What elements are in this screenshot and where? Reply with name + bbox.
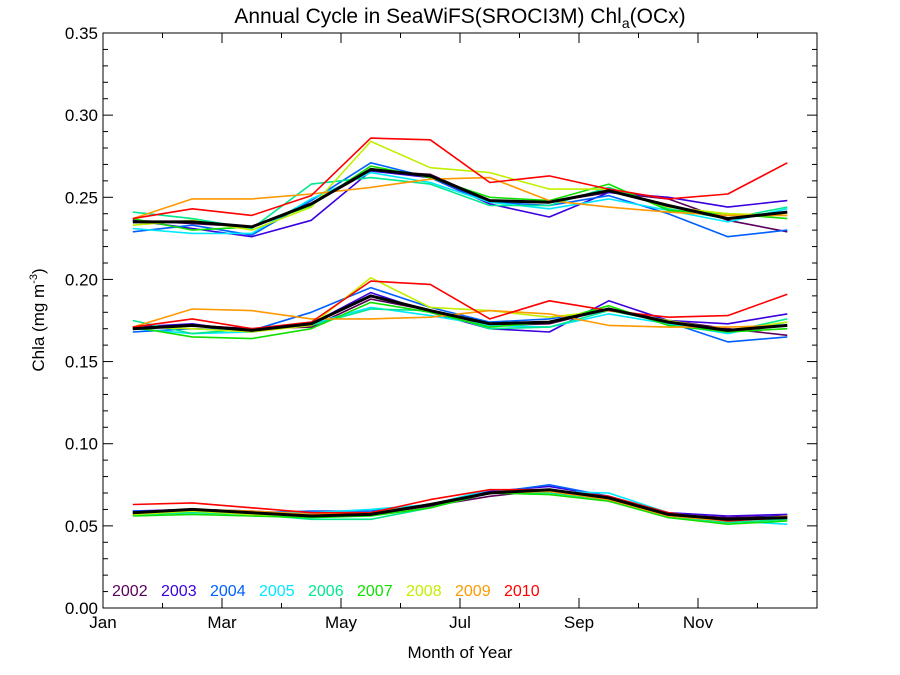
series-line-2009-upper: [132, 176, 788, 220]
series-line-2004-middle: [132, 286, 788, 343]
series-line-2006-upper: [132, 176, 788, 230]
legend: 2002 2003 2004 2005 2006 2007 2008 2009 2010: [112, 583, 540, 600]
legend-entry-2004: 2004: [210, 583, 246, 600]
legend-entry-2009: 2009: [455, 583, 491, 600]
y-tick-label: 0.30: [65, 106, 98, 125]
chart-title-end: (OCx): [630, 5, 686, 28]
series-line-mean-upper: [132, 167, 788, 229]
x-tick-label: May: [325, 613, 358, 632]
series-line-mean-middle: [132, 294, 788, 332]
y-tick-label: 0.15: [65, 353, 98, 372]
x-axis-title: Month of Year: [408, 643, 513, 662]
y-tick-label: 0.25: [65, 188, 98, 207]
series-line-2009-middle: [132, 308, 788, 328]
series-line-mean-lower: [132, 488, 788, 521]
legend-entry-2010: 2010: [504, 583, 540, 600]
y-tick-label: 0.35: [65, 24, 98, 43]
legend-entry-2005: 2005: [259, 583, 295, 600]
legend-entry-2008: 2008: [406, 583, 442, 600]
axis-ticks: Jan Mar May Jul Sep Nov 0.00 0.05 0.10 0.15 0.20 0.…: [65, 24, 817, 632]
legend-entry-2002: 2002: [112, 583, 148, 600]
series-line-2008-upper: [132, 140, 788, 231]
y-tick-label: 0.10: [65, 435, 98, 454]
y-axis-title: Chla (mg m-3): [28, 268, 48, 371]
x-tick-label: Nov: [683, 613, 714, 632]
y-axis-title-main: Chla (mg m: [29, 284, 48, 372]
chart-title: Annual Cycle in SeaWiFS(SROCI3M) Chla(OC…: [234, 5, 685, 31]
legend-entry-2007: 2007: [357, 583, 393, 600]
y-tick-label: 0.20: [65, 270, 98, 289]
x-tick-label: Jan: [89, 613, 116, 632]
x-tick-label: Mar: [207, 613, 237, 632]
y-axis-title-end: ): [29, 268, 48, 274]
legend-entry-2006: 2006: [308, 583, 344, 600]
y-tick-label: 0.00: [65, 599, 98, 618]
series-line-2010-upper: [132, 137, 788, 220]
y-tick-label: 0.05: [65, 517, 98, 536]
chart-title-subscript: a: [622, 15, 630, 31]
x-tick-label: Sep: [564, 613, 594, 632]
y-axis-title-superscript: -3: [28, 274, 40, 284]
series-line-2007-lower: [132, 492, 788, 526]
chart-title-main: Annual Cycle in SeaWiFS(SROCI3M) Chl: [234, 5, 621, 28]
series-line-2010-middle: [132, 280, 788, 330]
x-tick-label: Jul: [449, 613, 471, 632]
legend-entry-2003: 2003: [161, 583, 197, 600]
series-lines: [132, 137, 788, 526]
